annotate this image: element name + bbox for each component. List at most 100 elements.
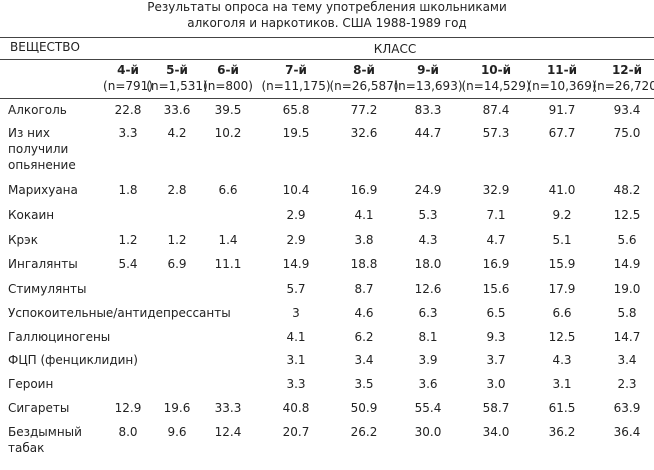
column-n: (n=10,369) (527, 79, 597, 93)
cell: 6.3 (418, 306, 438, 320)
column-grade: 4-й (117, 63, 139, 77)
title-line: Результаты опроса на тему употребления ш… (147, 0, 507, 14)
row-name: получили (8, 142, 69, 156)
cell: 40.8 (282, 401, 310, 415)
cell: 14.9 (613, 257, 641, 271)
cell: 3 (292, 306, 300, 320)
cell: 63.9 (613, 401, 641, 415)
cell: 5.7 (286, 282, 306, 296)
row-name: Кокаин (8, 208, 55, 222)
cell: 2.8 (167, 183, 187, 197)
cell: 8.1 (418, 330, 438, 344)
cell: 12.5 (613, 208, 641, 222)
row-name: Марихуана (8, 183, 78, 197)
cell: 15.9 (548, 257, 576, 271)
cell: 22.8 (114, 103, 142, 117)
rule (0, 59, 654, 60)
cell: 2.3 (617, 377, 637, 391)
cell: 2.9 (286, 233, 306, 247)
column-grade: 7-й (285, 63, 307, 77)
cell: 58.7 (482, 401, 510, 415)
cell: 5.6 (617, 233, 637, 247)
cell: 4.3 (552, 353, 572, 367)
cell: 1.2 (118, 233, 138, 247)
cell: 36.4 (613, 425, 641, 439)
cell: 3.1 (286, 353, 306, 367)
cell: 3.0 (486, 377, 506, 391)
column-grade: 10-й (480, 63, 512, 77)
row-name: Крэк (8, 233, 38, 247)
column-grade: 9-й (417, 63, 439, 77)
cell: 3.3 (286, 377, 306, 391)
column-grade: 11-й (546, 63, 578, 77)
column-n: (n=1,531) (146, 79, 208, 93)
cell: 55.4 (414, 401, 442, 415)
cell: 24.9 (414, 183, 442, 197)
cell: 4.7 (486, 233, 506, 247)
cell: 5.3 (418, 208, 438, 222)
cell: 3.5 (354, 377, 374, 391)
cell: 3.4 (354, 353, 374, 367)
rule (0, 98, 654, 99)
cell: 32.6 (350, 126, 378, 140)
cell: 17.9 (548, 282, 576, 296)
cell: 12.6 (414, 282, 442, 296)
column-grade: 12-й (611, 63, 643, 77)
cell: 16.9 (482, 257, 510, 271)
cell: 6.6 (552, 306, 572, 320)
cell: 39.5 (214, 103, 242, 117)
cell: 41.0 (548, 183, 576, 197)
cell: 14.7 (613, 330, 641, 344)
row-name: опьянение (8, 158, 76, 172)
cell: 1.2 (167, 233, 187, 247)
row-name: Галлюциногены (8, 330, 111, 344)
row-name: Стимулянты (8, 282, 87, 296)
cell: 61.5 (548, 401, 576, 415)
cell: 65.8 (282, 103, 310, 117)
cell: 4.1 (286, 330, 306, 344)
cell: 18.8 (350, 257, 378, 271)
row-name: Алкоголь (8, 103, 67, 117)
cell: 91.7 (548, 103, 576, 117)
column-n: (n=26,720) (592, 79, 654, 93)
cell: 10.4 (282, 183, 310, 197)
cell: 83.3 (414, 103, 442, 117)
row-name: Бездымный (8, 425, 82, 439)
cell: 12.5 (548, 330, 576, 344)
cell: 6.6 (218, 183, 238, 197)
row-name: Героин (8, 377, 54, 391)
column-n: (n=14,529) (461, 79, 531, 93)
cell: 10.2 (214, 126, 242, 140)
cell: 87.4 (482, 103, 510, 117)
cell: 33.6 (163, 103, 191, 117)
cell: 26.2 (350, 425, 378, 439)
cell: 15.6 (482, 282, 510, 296)
cell: 6.2 (354, 330, 374, 344)
row-name: Сигареты (8, 401, 70, 415)
row-name: Ингалянты (8, 257, 78, 271)
cell: 32.9 (482, 183, 510, 197)
cell: 3.7 (486, 353, 506, 367)
cell: 18.0 (414, 257, 442, 271)
cell: 34.0 (482, 425, 510, 439)
cell: 12.4 (214, 425, 242, 439)
column-grade: 8-й (353, 63, 375, 77)
cell: 9.3 (486, 330, 506, 344)
cell: 6.5 (486, 306, 506, 320)
cell: 4.1 (354, 208, 374, 222)
column-grade: 5-й (166, 63, 188, 77)
header-grade: КЛАСС (373, 42, 417, 56)
cell: 44.7 (414, 126, 442, 140)
cell: 5.8 (617, 306, 637, 320)
cell: 33.3 (214, 401, 242, 415)
cell: 16.9 (350, 183, 378, 197)
row-name: Из них (8, 126, 50, 140)
cell: 19.5 (282, 126, 310, 140)
cell: 2.9 (286, 208, 306, 222)
row-name: ФЦП (фенциклидин) (8, 353, 138, 367)
column-n: (n=11,175) (261, 79, 331, 93)
cell: 3.9 (418, 353, 438, 367)
cell: 3.8 (354, 233, 374, 247)
title-line: алкоголя и наркотиков. США 1988-1989 год (187, 16, 467, 30)
